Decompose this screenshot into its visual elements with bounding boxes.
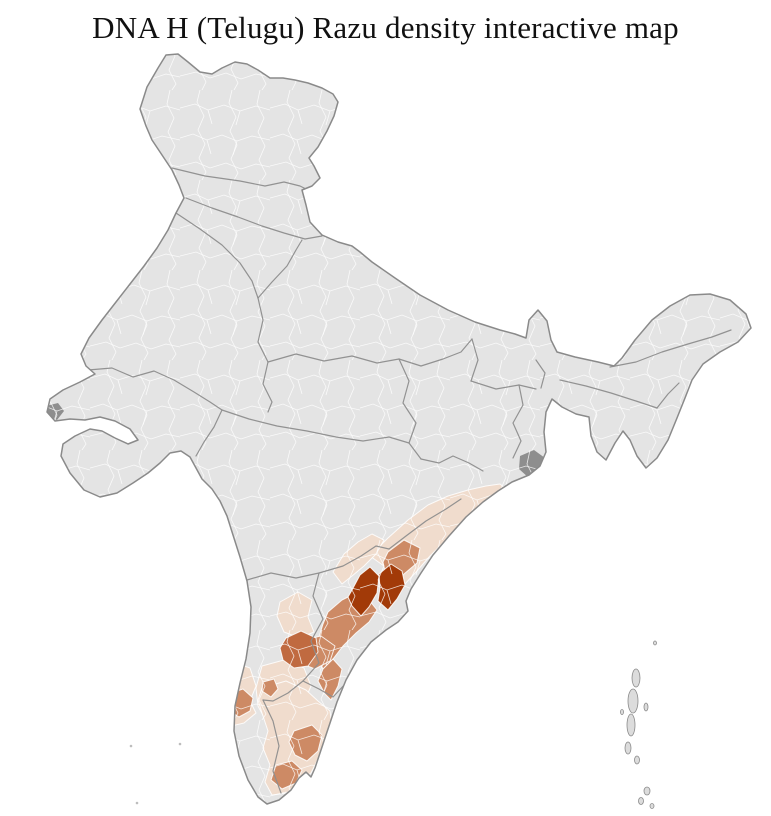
state-borders [87, 167, 732, 794]
lakshadweep-islands [129, 742, 182, 805]
district-borders-mesh [47, 54, 751, 804]
page-title: DNA H (Telugu) Razu density interactive … [92, 10, 679, 45]
andaman-islands [620, 640, 657, 809]
